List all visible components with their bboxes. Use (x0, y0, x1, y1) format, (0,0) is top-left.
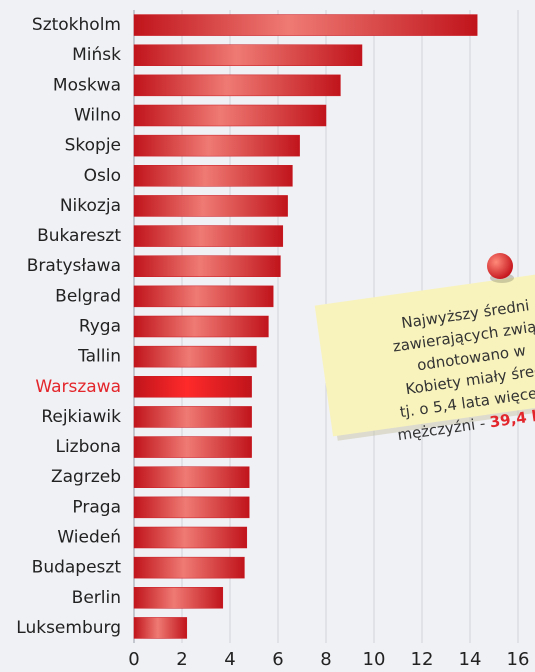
sticky-note: Najwyższy średni zawierających związ odn… (314, 269, 535, 444)
bar (133, 195, 288, 217)
y-tick-label: Luksemburg (16, 618, 121, 638)
y-tick-label: Sztokholm (32, 15, 121, 35)
bar (133, 14, 478, 36)
bar (133, 255, 281, 277)
bar (133, 376, 252, 398)
x-tick-label: 4 (224, 649, 235, 670)
y-tick-label: Moskwa (53, 75, 121, 95)
bar (133, 345, 257, 368)
bar (133, 74, 341, 97)
bar (133, 285, 274, 308)
bar (133, 225, 284, 247)
bar (133, 526, 248, 549)
y-tick-label: Warszawa (35, 377, 121, 397)
bar (133, 436, 252, 458)
bar (133, 587, 224, 609)
bar (133, 556, 245, 579)
bar (133, 165, 293, 187)
y-tick-label: Praga (72, 497, 121, 517)
x-tick-label: 2 (176, 649, 187, 670)
x-tick-label: 16 (507, 649, 530, 670)
x-tick-label: 14 (459, 649, 482, 670)
pin (487, 253, 513, 279)
y-tick-label: Nikozja (60, 196, 121, 216)
bar (133, 406, 252, 428)
y-tick-label: Oslo (84, 166, 121, 186)
x-tick-label: 12 (411, 649, 434, 670)
x-tick-label: 6 (272, 649, 283, 670)
y-tick-label: Skopje (65, 136, 121, 156)
y-tick-label: Mińsk (72, 45, 121, 65)
bar (133, 44, 363, 66)
y-tick-label: Lizbona (55, 437, 121, 457)
bar (133, 466, 250, 488)
y-tick-label: Wiedeń (57, 528, 121, 548)
x-tick-label: 10 (363, 649, 386, 670)
y-tick-label: Tallin (77, 347, 121, 367)
bar (133, 496, 250, 519)
bar (133, 134, 300, 157)
bar (133, 315, 269, 338)
x-tick-label: 0 (128, 649, 139, 670)
bar (133, 104, 327, 127)
y-tick-label: Ryga (79, 317, 121, 337)
y-tick-label: Budapeszt (32, 558, 122, 578)
plot: 0 2 4 6 8 10 12 14 16 Sztokholm Mińsk Moskwa Wilno Sk… (16, 10, 529, 670)
y-tick-label: Bratysława (27, 256, 121, 276)
y-tick-label: Berlin (72, 588, 121, 608)
bar (133, 617, 188, 639)
y-tick-label: Wilno (74, 106, 121, 126)
y-tick-label: Zagrzeb (51, 467, 121, 487)
note-card (314, 269, 535, 437)
y-tick-label: Bukareszt (37, 226, 121, 246)
y-tick-label: Rejkiawik (41, 407, 121, 427)
y-tick-label: Belgrad (55, 286, 121, 306)
x-tick-label: 8 (320, 649, 331, 670)
